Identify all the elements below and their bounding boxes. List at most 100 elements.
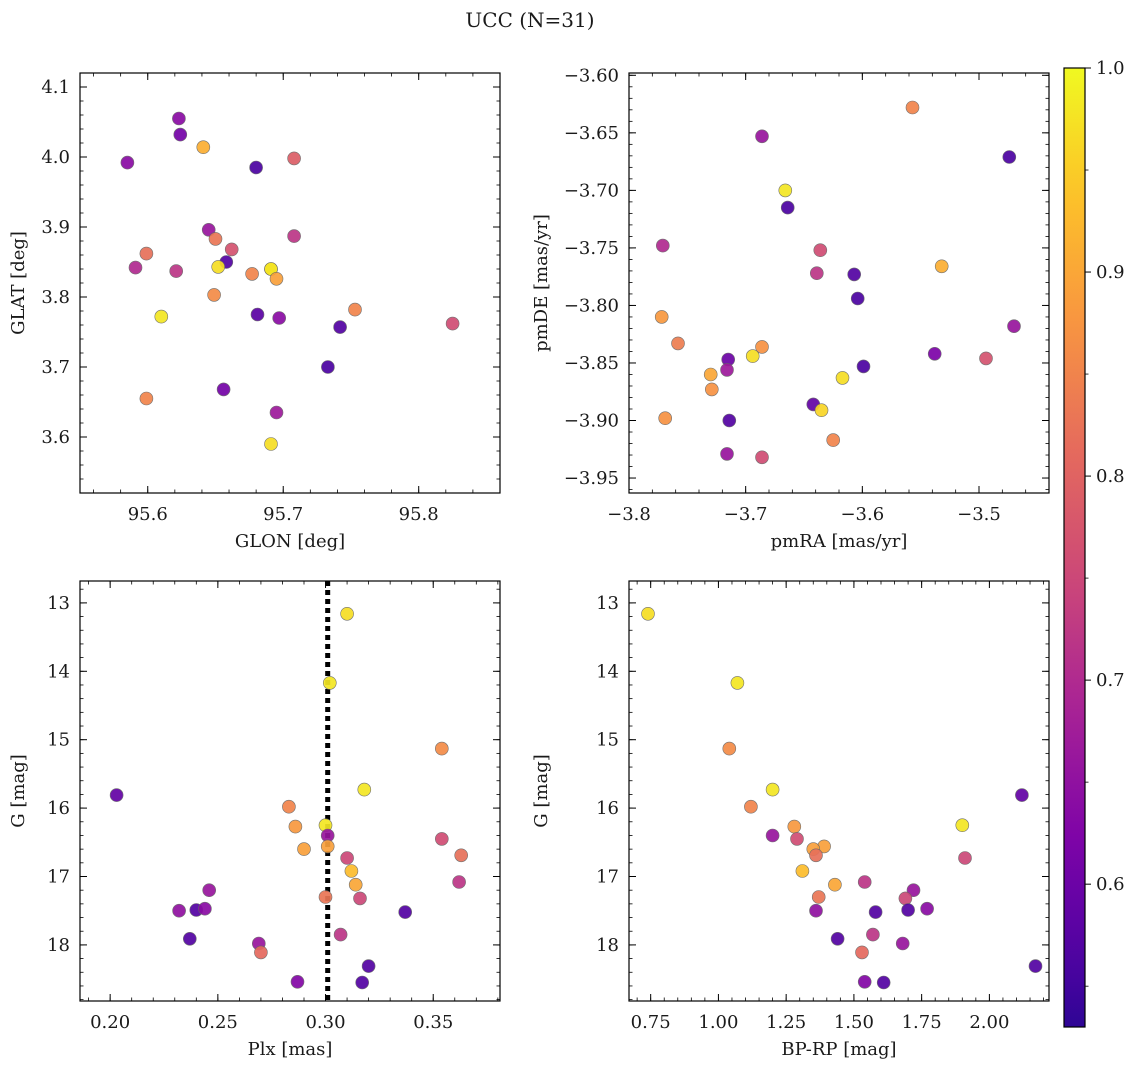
scatter-point <box>830 931 845 946</box>
scatter-point <box>790 832 804 846</box>
scatter-point <box>813 243 828 257</box>
plot-frame <box>79 580 501 1002</box>
scatter-point <box>671 336 685 351</box>
panel-4: 0.75 1.00 1.25 1.50 1.75 2.00 13 14 15 16 17 18 BP-R… <box>531 580 1050 1060</box>
y-tick-label: −3.90 <box>564 411 619 432</box>
scatter-point <box>787 819 802 834</box>
x-axis-label: Plx [mas] <box>248 1039 333 1060</box>
x-tick-label: 1.50 <box>834 1012 874 1033</box>
y-tick-label: 15 <box>596 730 619 751</box>
y-tick-label: −3.70 <box>564 180 619 201</box>
scatter-point <box>809 848 823 863</box>
scatter-point <box>778 183 793 198</box>
scatter-point <box>333 320 347 334</box>
scatter-point <box>920 901 934 916</box>
scatter-point <box>353 891 367 906</box>
scatter-point <box>847 267 862 282</box>
scatter-point <box>828 877 842 892</box>
colorbar-tick-label: 1.0 <box>1096 58 1125 79</box>
scatter-point <box>765 828 780 843</box>
colorbar: 0.6 0.7 0.8 0.9 1.0 <box>1063 58 1125 1028</box>
scatter-point <box>876 975 891 990</box>
scatter-point <box>780 200 795 215</box>
y-tick-label: 13 <box>596 593 619 614</box>
scatter-point <box>173 127 188 142</box>
scatter-point <box>765 782 780 797</box>
scatter-point <box>1002 150 1017 164</box>
scatter-point <box>264 437 278 451</box>
scatter-point <box>901 903 915 917</box>
x-tick-label: 0.35 <box>413 1012 453 1033</box>
y-tick-label: −3.65 <box>564 123 619 144</box>
scatter-point <box>348 877 363 892</box>
x-tick-label: 95.8 <box>399 504 439 525</box>
scatter-point <box>658 411 673 426</box>
x-axis-label: pmRA [mas/yr] <box>771 531 908 552</box>
scatter-point <box>361 959 376 973</box>
scatter-point <box>868 905 883 919</box>
x-tick-label: −3.5 <box>957 504 1001 525</box>
x-tick-label: 0.25 <box>198 1012 238 1033</box>
scatter-point <box>318 890 333 904</box>
y-tick-label: 4.1 <box>41 77 70 98</box>
scatter-point <box>196 140 211 154</box>
scatter-point <box>826 433 841 447</box>
scatter-point <box>202 883 216 898</box>
y-axis-label: G [mag] <box>531 754 552 827</box>
scatter-point <box>979 351 993 366</box>
x-tick-label: −3.6 <box>840 504 884 525</box>
y-tick-label: −3.85 <box>564 353 619 374</box>
scatter-point <box>128 260 143 275</box>
scatter-point <box>344 864 359 878</box>
plot-frame <box>79 72 501 494</box>
scatter-point <box>655 238 670 253</box>
scatter-point <box>955 818 970 833</box>
x-axis-label: BP-RP [mag] <box>781 1039 896 1060</box>
scatter-point <box>755 129 769 144</box>
scatter-point <box>348 302 362 317</box>
scatter-point <box>755 340 769 354</box>
scatter-point <box>809 903 823 918</box>
y-tick-label: −3.95 <box>564 468 619 489</box>
scatter-point <box>814 403 829 418</box>
scatter-point <box>704 382 719 397</box>
x-tick-label: 0.20 <box>90 1012 130 1033</box>
x-tick-label: 1.25 <box>766 1012 806 1033</box>
scatter-point <box>744 799 758 814</box>
scatter-point <box>745 349 760 363</box>
scatter-point <box>809 266 824 281</box>
scatter-point <box>216 382 231 397</box>
scatter-point <box>340 606 354 621</box>
scatter-point <box>934 259 949 274</box>
scatter-point <box>866 927 880 942</box>
scatter-point <box>290 974 305 989</box>
scatter-point <box>1015 788 1029 802</box>
y-tick-label: −3.60 <box>564 65 619 86</box>
y-tick-label: 3.6 <box>41 427 70 448</box>
y-tick-label: 4.0 <box>41 147 70 168</box>
scatter-point <box>730 676 745 690</box>
scatter-point <box>835 371 850 385</box>
scatter-point <box>722 413 737 428</box>
scatter-point <box>641 606 655 621</box>
y-tick-label: 13 <box>47 593 70 614</box>
scatter-point <box>703 367 718 382</box>
x-tick-label: 2.00 <box>969 1012 1009 1033</box>
x-tick-label: −3.8 <box>607 504 651 525</box>
y-axis-label: GLAT [deg] <box>8 231 29 335</box>
x-tick-label: 1.75 <box>902 1012 942 1033</box>
scatter-point <box>154 309 169 324</box>
y-axis-label: G [mag] <box>8 754 29 827</box>
y-tick-label: 3.9 <box>41 217 70 238</box>
scatter-point <box>654 310 669 324</box>
panel-3: 0.20 0.25 0.30 0.35 13 14 15 16 17 18 Plx [mas] G [… <box>8 580 501 1060</box>
scatter-point <box>198 901 212 916</box>
scatter-point <box>454 848 469 863</box>
y-tick-label: 18 <box>47 935 70 956</box>
scatter-point <box>272 311 287 325</box>
y-tick-label: 3.7 <box>41 357 70 378</box>
x-tick-label: 0.30 <box>305 1012 345 1033</box>
panel-1: 95.6 95.7 95.8 3.6 3.7 3.8 3.9 4.0 4.1 GLON [deg]… <box>8 72 501 552</box>
scatter-point <box>333 927 348 942</box>
